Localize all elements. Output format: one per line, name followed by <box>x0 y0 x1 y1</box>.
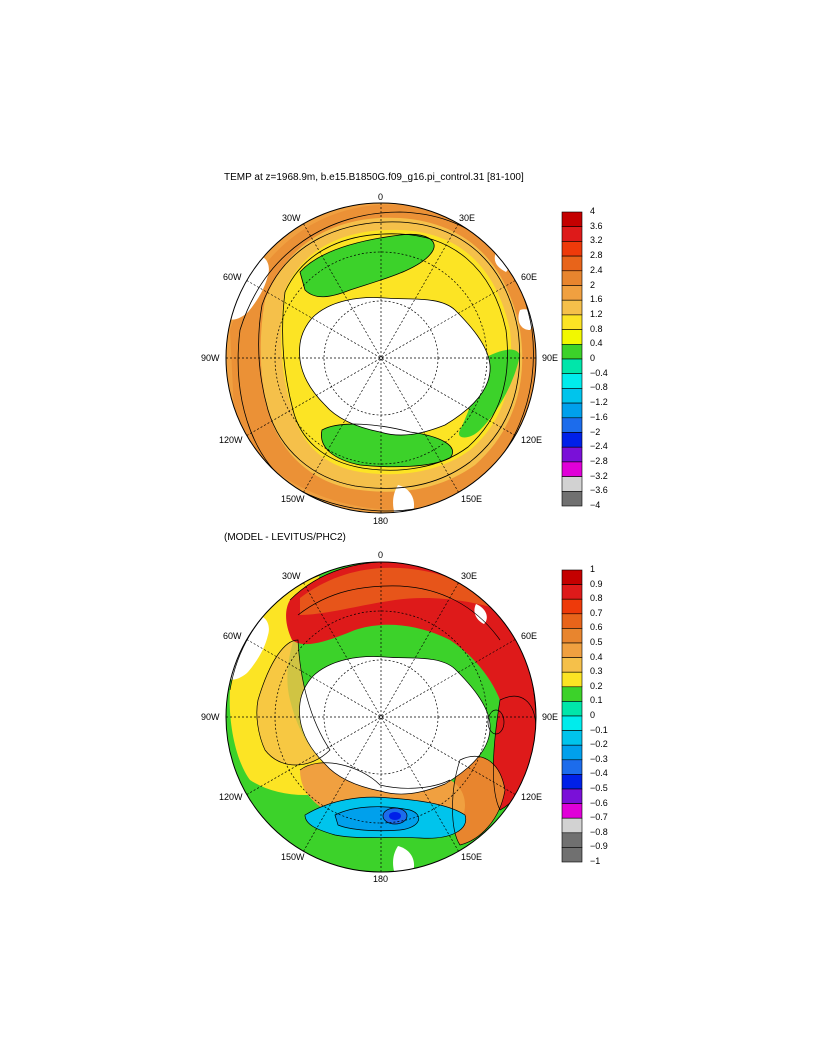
panel1-lon-120e: 120E <box>521 435 543 445</box>
colorbar-swatch <box>561 490 583 507</box>
colorbar-tick-label: −1 <box>590 856 601 866</box>
colorbar-tick-label: 4 <box>590 206 596 216</box>
colorbar-tick-label: 0.8 <box>590 323 603 334</box>
colorbar-swatch <box>561 803 583 819</box>
colorbar-tick-label: 1.6 <box>590 294 603 305</box>
panel1-lon-150w: 150W <box>281 494 305 504</box>
colorbar-tick-label: −0.5 <box>590 783 608 793</box>
panel2-lon-30e: 30E <box>461 571 478 581</box>
panel1-colorbar <box>561 211 583 507</box>
colorbar-tick-label: 2.4 <box>590 264 603 275</box>
panel1-title: TEMP at z=1968.9m, b.e15.B1850G.f09_g16.… <box>224 172 524 183</box>
panel2-lon-90e: 90E <box>542 712 559 722</box>
colorbar-tick-label: −0.2 <box>590 739 608 750</box>
panel1-lon-90e: 90E <box>542 353 559 363</box>
colorbar-tick-label: −2.4 <box>590 441 608 452</box>
panel2-lon-180: 180 <box>373 874 389 884</box>
panel2-graticule <box>226 562 536 872</box>
panel2-title: (MODEL - LEVITUS/PHC2) <box>224 532 346 543</box>
panel2-lon-90w: 90W <box>201 712 220 722</box>
panel1-lon-30e: 30E <box>459 213 476 223</box>
colorbar-tick-label: −0.7 <box>590 812 608 823</box>
colorbar-tick-label: −0.3 <box>590 753 608 764</box>
colorbar-tick-label: 2 <box>590 279 596 290</box>
colorbar-tick-label: 0.7 <box>590 607 603 618</box>
colorbar-tick-label: 0.4 <box>590 651 603 662</box>
colorbar-tick-label: 2.8 <box>590 250 603 261</box>
colorbar-tick-label: −3.6 <box>590 485 608 496</box>
colorbar-tick-label: 0 <box>590 710 596 720</box>
colorbar-tick-label: −0.8 <box>590 382 608 393</box>
panel2-lon-120w: 120W <box>219 792 243 802</box>
colorbar-tick-label: −0.1 <box>590 724 608 735</box>
colorbar-swatch <box>561 715 583 731</box>
panel2-lon-120e: 120E <box>521 792 543 802</box>
colorbar-tick-label: −2.8 <box>590 455 608 466</box>
colorbar-swatch <box>561 569 583 585</box>
panel1-lon-60w: 60W <box>223 272 242 282</box>
colorbar-tick-label: 0 <box>590 353 596 363</box>
panel2-lon-30w: 30W <box>282 571 301 581</box>
panel2-map-border <box>225 561 537 873</box>
colorbar-swatch <box>561 730 583 746</box>
colorbar-swatch <box>561 642 583 658</box>
colorbar-tick-label: 0.3 <box>590 666 603 677</box>
panel1-lon-30w: 30W <box>282 213 301 223</box>
colorbar-tick-label: −1.2 <box>590 397 608 408</box>
panel2-lon-150e: 150E <box>461 852 483 862</box>
panel2-lon-150w: 150W <box>281 852 305 862</box>
colorbar-tick-label: −0.4 <box>590 768 608 779</box>
colorbar-tick-label: 0.5 <box>590 637 603 647</box>
colorbar-swatch <box>561 613 583 629</box>
colorbar-swatch <box>561 759 583 775</box>
colorbar-tick-label: −1.6 <box>590 411 608 422</box>
colorbar-swatch <box>561 744 583 761</box>
panel1-map-border <box>225 202 537 514</box>
panel1-lon-120w: 120W <box>219 435 243 445</box>
colorbar-tick-label: −0.4 <box>590 367 608 378</box>
colorbar-swatch <box>561 671 583 688</box>
colorbar-swatch <box>561 774 583 790</box>
colorbar-swatch <box>561 628 583 644</box>
colorbar-tick-label: 0.6 <box>590 622 603 633</box>
panel1-graticule <box>226 203 536 513</box>
panel1-lon-0: 0 <box>378 192 384 202</box>
colorbar-tick-label: −4 <box>590 500 601 510</box>
panel1-lon-60e: 60E <box>521 272 538 282</box>
colorbar-tick-label: 0.4 <box>590 338 603 349</box>
colorbar-swatch <box>561 598 583 615</box>
colorbar-swatch <box>561 847 583 863</box>
panel1-lon-90w: 90W <box>201 353 220 363</box>
colorbar-swatch <box>561 788 583 804</box>
panel2-field <box>226 562 536 872</box>
colorbar-tick-label: 0.9 <box>590 578 603 589</box>
colorbar-swatch <box>561 657 583 673</box>
colorbar-tick-label: −0.6 <box>590 797 608 808</box>
panel2-lon-0: 0 <box>378 550 384 560</box>
colorbar-tick-label: 1 <box>590 564 596 574</box>
colorbar-tick-label: 0.8 <box>590 593 603 604</box>
panel1-lon-180: 180 <box>373 516 389 526</box>
colorbar-tick-label: −3.2 <box>590 470 608 481</box>
panel1-lon-150e: 150E <box>461 494 483 504</box>
colorbar-tick-label: 0.2 <box>590 680 603 691</box>
colorbar-swatch <box>561 584 583 600</box>
colorbar-tick-label: 1.2 <box>590 308 603 319</box>
panel2-lon-60w: 60W <box>223 631 242 641</box>
colorbar-tick-label: −0.8 <box>590 826 608 837</box>
colorbar-swatch <box>561 817 583 834</box>
colorbar-tick-label: 3.6 <box>590 220 603 231</box>
panel2-colorbar <box>561 569 583 863</box>
colorbar-tick-label: −0.9 <box>590 841 608 852</box>
panel2-lon-60e: 60E <box>521 631 538 641</box>
colorbar-swatch <box>561 832 583 848</box>
colorbar-swatch <box>561 701 583 717</box>
colorbar-tick-label: 0.1 <box>590 695 603 706</box>
colorbar-tick-label: 3.2 <box>590 235 603 246</box>
colorbar-tick-label: −2 <box>590 426 601 437</box>
colorbar-swatch <box>561 686 583 702</box>
